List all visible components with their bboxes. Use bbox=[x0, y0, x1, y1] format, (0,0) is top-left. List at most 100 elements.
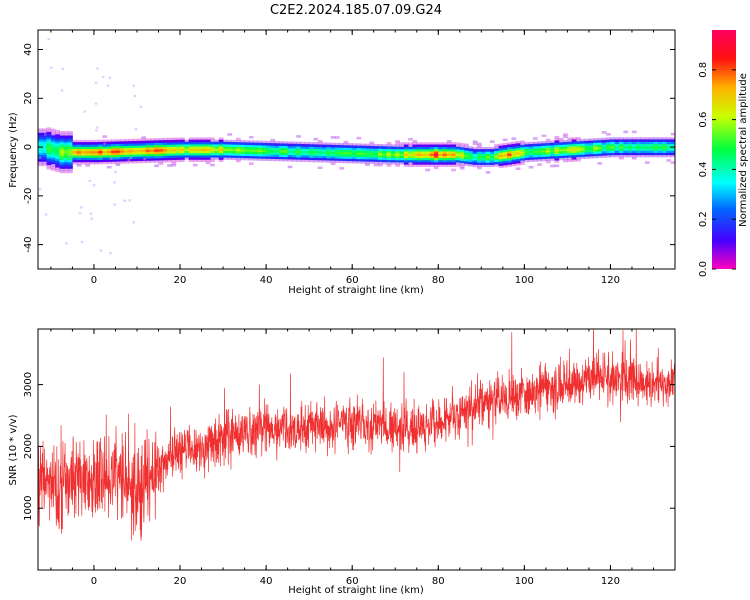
spectrogram-cell bbox=[81, 146, 86, 150]
spectrogram-cell bbox=[89, 146, 95, 150]
spectrogram-cell bbox=[330, 162, 336, 166]
spectrogram-cell bbox=[158, 138, 164, 141]
spectrogram-cell bbox=[425, 168, 431, 172]
spectrogram-cell bbox=[167, 139, 172, 143]
spectrogram-cell bbox=[588, 138, 594, 141]
spectrogram-cell bbox=[93, 150, 99, 154]
spectrogram-cell bbox=[63, 148, 69, 152]
spectrogram-cell bbox=[623, 150, 629, 153]
spectrogram-cell bbox=[421, 142, 426, 145]
spectrogram-cell bbox=[167, 155, 172, 158]
spectrogram-cell bbox=[167, 153, 172, 156]
spectrogram-cell bbox=[412, 155, 418, 159]
spectrogram-cell bbox=[438, 148, 443, 152]
spectrogram-cell bbox=[227, 150, 233, 154]
spectrogram-cell bbox=[46, 160, 52, 163]
spectrogram-cell bbox=[50, 161, 56, 165]
spectrogram-cell bbox=[644, 148, 650, 151]
spectrogram-cell bbox=[81, 142, 86, 145]
spectrogram-cell bbox=[446, 144, 452, 148]
spectrogram-cell bbox=[274, 156, 280, 160]
spectrogram-cell bbox=[528, 152, 534, 156]
spectrogram-cell bbox=[124, 139, 129, 142]
spectrogram-cell bbox=[627, 150, 633, 153]
spectrogram-cell bbox=[365, 150, 370, 153]
spectrogram-cell bbox=[455, 151, 461, 154]
spectrogram-cell bbox=[162, 159, 168, 163]
y-tick-label: 2000 bbox=[23, 434, 34, 459]
spectrogram-cell bbox=[429, 144, 435, 148]
spectrogram-cell bbox=[197, 157, 202, 160]
spectrogram-cell bbox=[283, 147, 289, 151]
spectrogram-cell bbox=[322, 142, 327, 146]
spectrogram-cell bbox=[352, 154, 357, 157]
spectrogram-cell bbox=[446, 162, 452, 165]
spectrogram-cell bbox=[550, 140, 555, 144]
spectrogram-cell bbox=[291, 145, 297, 149]
spectrogram-cell bbox=[481, 146, 487, 150]
spectrogram-cell bbox=[210, 157, 215, 160]
spectrogram-cell bbox=[489, 162, 495, 165]
spectrogram-cell bbox=[369, 154, 375, 158]
spectrogram-cell bbox=[68, 166, 73, 169]
spectrogram-cell bbox=[395, 157, 400, 161]
spectrogram-cell bbox=[171, 159, 177, 163]
spectrogram-cell bbox=[459, 145, 465, 148]
spectrogram-cell bbox=[464, 154, 469, 158]
spectrogram-cell bbox=[106, 152, 112, 156]
spectrogram-cell bbox=[416, 162, 422, 165]
spectrogram-cell bbox=[59, 135, 65, 139]
spectrogram-cell bbox=[584, 149, 590, 153]
spectrogram-cell bbox=[46, 162, 52, 166]
spectrogram-cell bbox=[145, 144, 151, 148]
spectrogram-cell bbox=[322, 159, 327, 163]
spectrogram-cell bbox=[158, 144, 164, 148]
spectrogram-cell bbox=[416, 148, 422, 152]
spectrogram-cell bbox=[477, 144, 482, 148]
spectrogram-cell bbox=[541, 145, 547, 149]
x-tick-label: 0 bbox=[91, 576, 97, 587]
spectrogram-cell bbox=[141, 156, 147, 159]
spectrogram-cell bbox=[571, 141, 577, 145]
spectrogram-cell bbox=[184, 146, 190, 149]
spectrogram-cell bbox=[399, 157, 405, 161]
spectrogram-cell bbox=[317, 155, 323, 159]
colorbar: 0.00.20.40.60.8 Normalized spectral ampl… bbox=[698, 30, 749, 277]
spectrogram-cell bbox=[373, 152, 379, 156]
spectrogram-cell bbox=[227, 152, 233, 156]
spectrogram-cell bbox=[175, 152, 181, 156]
spectrogram-cell bbox=[472, 151, 478, 154]
spectrogram-cell bbox=[322, 153, 327, 156]
spectrogram-cell bbox=[472, 153, 478, 157]
spectrogram-cell bbox=[313, 157, 319, 161]
spectrogram-cell bbox=[416, 155, 422, 159]
spectrogram-cell bbox=[520, 140, 525, 144]
spectrogram-cell bbox=[442, 164, 448, 167]
spectrogram-cell bbox=[610, 137, 616, 140]
spectrogram-cell bbox=[46, 149, 52, 152]
spectrogram-cell bbox=[421, 153, 426, 156]
spectrogram-cell bbox=[296, 157, 301, 160]
spectrogram-cell bbox=[433, 153, 439, 156]
spectrogram-cell bbox=[68, 146, 73, 150]
spectrogram-cell bbox=[429, 159, 435, 163]
spectrogram-cell bbox=[231, 148, 237, 152]
spectrogram-cell bbox=[154, 151, 159, 154]
spectrogram-cell bbox=[261, 142, 267, 146]
spectrogram-cell bbox=[296, 152, 301, 156]
spectrogram-cell bbox=[468, 150, 474, 154]
spectrogram-speckle bbox=[69, 154, 73, 157]
spectrogram-cell bbox=[614, 141, 620, 145]
spectrogram-cell bbox=[102, 152, 108, 156]
spectrogram-cell bbox=[145, 140, 151, 144]
spectrogram-cell bbox=[666, 154, 672, 158]
spectrogram-cell bbox=[76, 164, 82, 167]
spectrogram-cell bbox=[537, 156, 542, 160]
spectrogram-cell bbox=[627, 139, 633, 142]
spectrogram-cell bbox=[425, 144, 431, 148]
spectrogram-cell bbox=[442, 162, 448, 165]
spectrogram-cell bbox=[511, 152, 517, 156]
spectrogram-cell bbox=[223, 139, 228, 143]
spectrogram-cell bbox=[442, 144, 448, 148]
spectrogram-cell bbox=[347, 147, 353, 151]
